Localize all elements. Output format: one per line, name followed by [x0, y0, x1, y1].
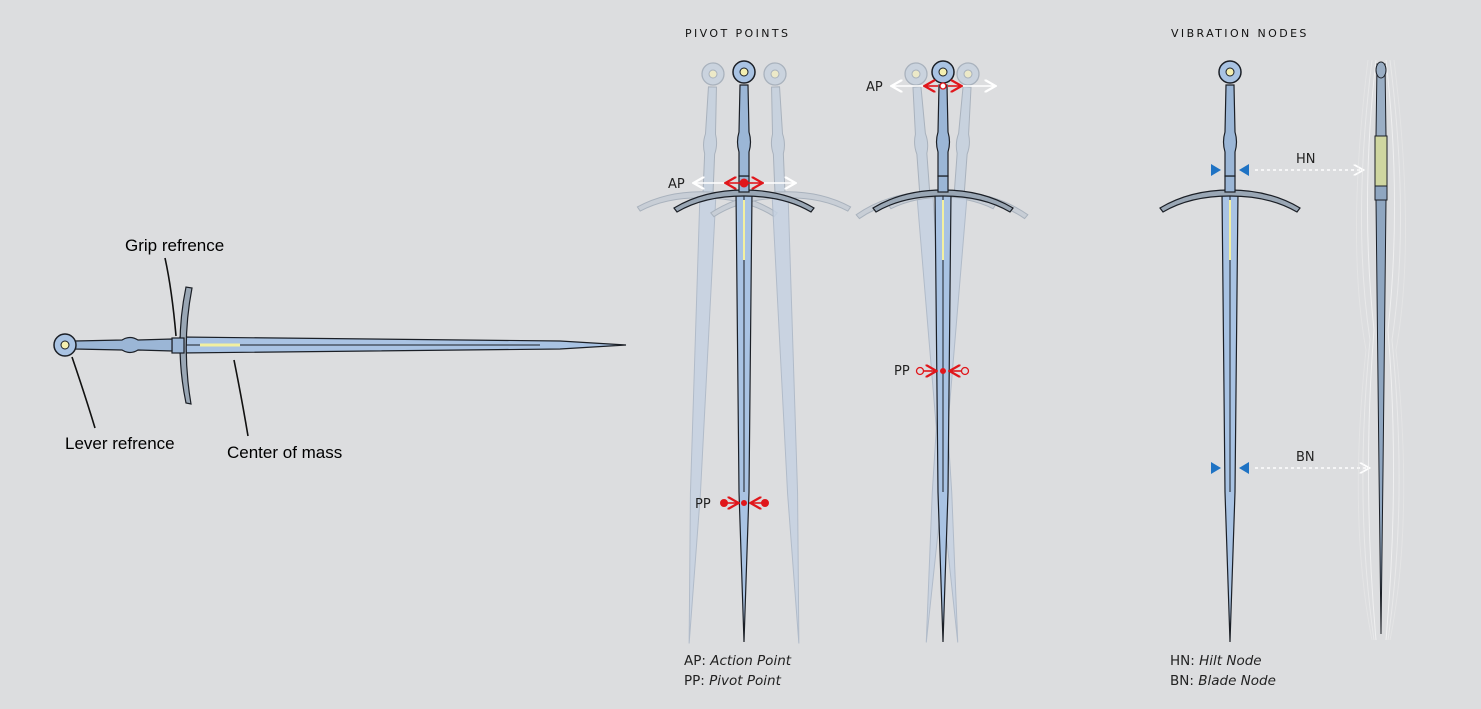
lever-reference-label: Lever refrence — [65, 434, 175, 453]
pivot-point-marker-2 — [915, 368, 970, 375]
legend-pivot-point: PP: Pivot Point — [684, 673, 782, 689]
blade-node-marker — [1211, 462, 1368, 474]
center-of-mass-leader — [233, 359, 249, 437]
pivot-sword-1 — [618, 59, 870, 648]
horizontal-sword — [53, 286, 627, 405]
pp-label-2: PP — [894, 364, 910, 379]
ap-label-2: AP — [866, 80, 883, 95]
legend-action-point: AP: Action Point — [684, 653, 792, 669]
action-point-marker-2 — [893, 83, 994, 89]
action-point-marker-1 — [695, 179, 794, 187]
legend-blade-node: BN: Blade Node — [1170, 673, 1276, 689]
grip-reference-leader — [164, 257, 177, 337]
pivot-sword-2 — [844, 57, 1040, 649]
pp-label-1: PP — [695, 497, 711, 512]
vibration-side-view — [1356, 59, 1406, 641]
pivot-points-heading: PIVOT POINTS — [685, 27, 790, 40]
vibration-sword — [1159, 60, 1301, 643]
bn-label: BN — [1296, 450, 1315, 465]
hilt-node-marker — [1211, 164, 1362, 176]
grip-reference-label: Grip refrence — [125, 236, 224, 255]
ap-label-1: AP — [668, 177, 685, 192]
legend-hilt-node: HN: Hilt Node — [1170, 653, 1262, 669]
lever-reference-leader — [71, 356, 96, 429]
center-of-mass-label: Center of mass — [227, 443, 342, 462]
vibration-nodes-heading: VIBRATION NODES — [1171, 27, 1309, 40]
pivot-point-marker-1 — [720, 500, 769, 507]
hn-label: HN — [1296, 152, 1316, 167]
